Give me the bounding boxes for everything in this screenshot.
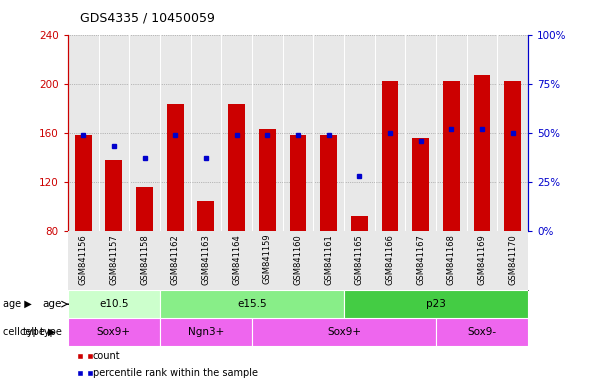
- Text: GSM841157: GSM841157: [109, 234, 119, 285]
- Bar: [252, 318, 436, 346]
- Bar: [198, 201, 214, 231]
- Text: GSM841166: GSM841166: [385, 234, 395, 285]
- Text: Sox9+: Sox9+: [327, 327, 361, 337]
- Bar: [504, 81, 521, 231]
- Bar: [436, 318, 528, 346]
- Bar: [167, 104, 183, 231]
- Text: GSM841165: GSM841165: [355, 234, 364, 285]
- Text: e10.5: e10.5: [99, 299, 129, 309]
- Bar: [320, 135, 337, 231]
- Bar: [68, 318, 160, 346]
- Text: GSM841164: GSM841164: [232, 234, 241, 285]
- Text: cell type ▶: cell type ▶: [3, 327, 55, 337]
- Bar: [160, 290, 344, 318]
- Text: count: count: [93, 351, 120, 361]
- Text: percentile rank within the sample: percentile rank within the sample: [93, 368, 258, 378]
- Bar: [351, 216, 368, 231]
- Text: cell type: cell type: [20, 327, 62, 337]
- Text: p23: p23: [426, 299, 446, 309]
- Text: GSM841158: GSM841158: [140, 234, 149, 285]
- Text: GSM841163: GSM841163: [201, 234, 211, 285]
- Bar: [68, 290, 160, 318]
- Text: Sox9+: Sox9+: [97, 327, 131, 337]
- Bar: [474, 75, 490, 231]
- Text: age ▶: age ▶: [3, 299, 32, 309]
- Bar: [75, 135, 91, 231]
- Text: GSM841160: GSM841160: [293, 234, 303, 285]
- Text: GSM841162: GSM841162: [171, 234, 180, 285]
- Text: GSM841167: GSM841167: [416, 234, 425, 285]
- Bar: [259, 129, 276, 231]
- Bar: [228, 104, 245, 231]
- Text: GSM841159: GSM841159: [263, 234, 272, 285]
- Text: GSM841156: GSM841156: [78, 234, 88, 285]
- Bar: [412, 137, 429, 231]
- Bar: [290, 135, 306, 231]
- Text: GDS4335 / 10450059: GDS4335 / 10450059: [80, 12, 215, 25]
- Bar: [160, 318, 252, 346]
- Text: e15.5: e15.5: [237, 299, 267, 309]
- Text: GSM841169: GSM841169: [477, 234, 487, 285]
- Bar: [443, 81, 460, 231]
- Bar: [382, 81, 398, 231]
- Text: age: age: [42, 299, 62, 309]
- Bar: [344, 290, 528, 318]
- Text: GSM841161: GSM841161: [324, 234, 333, 285]
- Text: GSM841170: GSM841170: [508, 234, 517, 285]
- Bar: [136, 187, 153, 231]
- Bar: [106, 160, 122, 231]
- Text: GSM841168: GSM841168: [447, 234, 456, 285]
- Text: Sox9-: Sox9-: [467, 327, 497, 337]
- Text: Ngn3+: Ngn3+: [188, 327, 224, 337]
